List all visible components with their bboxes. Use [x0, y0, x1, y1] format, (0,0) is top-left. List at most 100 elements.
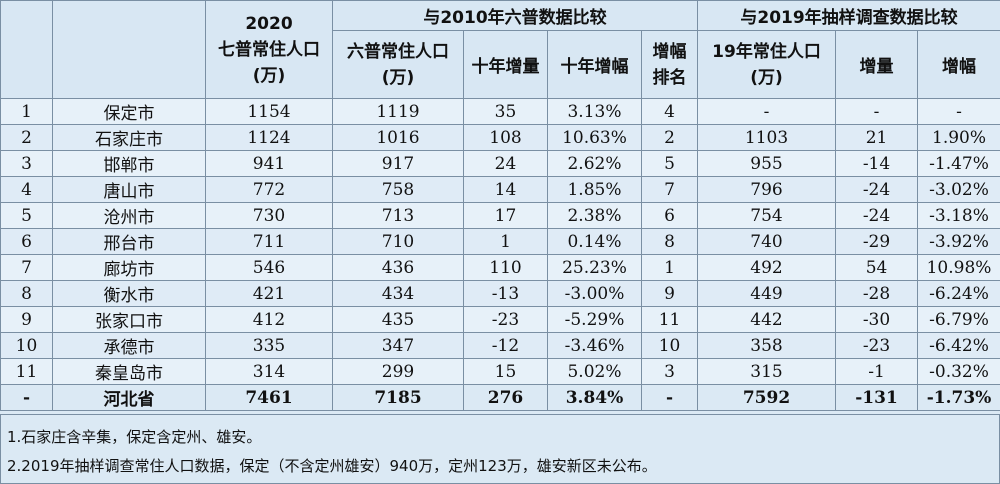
- row-increase-10y: 108: [464, 125, 548, 151]
- row-pop-2020: 1124: [206, 125, 333, 151]
- row-pop-2019: 449: [698, 281, 836, 307]
- footnotes: 1.石家庄含辛集，保定含定州、雄安。 2.2019年抽样调查常住人口数据，保定（…: [0, 414, 1000, 484]
- row-pop-2019: -: [698, 99, 836, 125]
- row-rank: 10: [642, 333, 698, 359]
- row-rate-10y: 3.13%: [548, 99, 642, 125]
- row-rank: 9: [642, 281, 698, 307]
- row-city: 张家口市: [53, 307, 206, 333]
- row-rate-2019: -3.92%: [918, 229, 1000, 255]
- row-pop-2019: 796: [698, 177, 836, 203]
- row-rank: 3: [642, 359, 698, 385]
- header-group-2019: 与2019年抽样调查数据比较: [698, 1, 1000, 31]
- row-city: 沧州市: [53, 203, 206, 229]
- row-index: 9: [1, 307, 53, 333]
- header-2019-pop-label: 19年常住人口: [698, 39, 835, 65]
- total-row: - 河北省 7461 7185 276 3.84% - 7592 -131 -1…: [1, 385, 1000, 411]
- row-rate-2019: -6.42%: [918, 333, 1000, 359]
- row-index: 5: [1, 203, 53, 229]
- row-index: 8: [1, 281, 53, 307]
- header-ten-year-increase: 十年增量: [464, 31, 548, 99]
- total-pop-2020: 7461: [206, 385, 333, 411]
- header-2019-pop-unit: (万): [698, 65, 835, 91]
- header-2020-year: 2020: [206, 11, 332, 37]
- row-rate-10y: 5.02%: [548, 359, 642, 385]
- row-rate-10y: -5.29%: [548, 307, 642, 333]
- header-rank-line2: 排名: [642, 65, 697, 91]
- row-pop-2019: 358: [698, 333, 836, 359]
- header-blank-city: [53, 1, 206, 99]
- row-rank: 11: [642, 307, 698, 333]
- row-pop-2010: 713: [333, 203, 464, 229]
- row-rank: 1: [642, 255, 698, 281]
- row-increase-2019: -28: [836, 281, 918, 307]
- row-pop-2020: 546: [206, 255, 333, 281]
- row-pop-2020: 730: [206, 203, 333, 229]
- header-group-2010: 与2010年六普数据比较: [333, 1, 698, 31]
- row-rate-10y: -3.00%: [548, 281, 642, 307]
- total-pop-2010: 7185: [333, 385, 464, 411]
- header-2010-pop-unit: (万): [333, 65, 463, 91]
- row-rate-10y: 10.63%: [548, 125, 642, 151]
- row-increase-2019: -24: [836, 203, 918, 229]
- header-2020-census: 2020 七普常住人口 (万): [206, 1, 333, 99]
- row-pop-2019: 1103: [698, 125, 836, 151]
- total-province: 河北省: [53, 385, 206, 411]
- row-increase-2019: -: [836, 99, 918, 125]
- row-pop-2020: 412: [206, 307, 333, 333]
- header-2019-population: 19年常住人口 (万): [698, 31, 836, 99]
- row-increase-2019: -23: [836, 333, 918, 359]
- row-rank: 6: [642, 203, 698, 229]
- row-pop-2019: 442: [698, 307, 836, 333]
- row-increase-10y: 24: [464, 151, 548, 177]
- row-increase-10y: 15: [464, 359, 548, 385]
- row-increase-2019: -14: [836, 151, 918, 177]
- row-pop-2010: 435: [333, 307, 464, 333]
- header-2010-population: 六普常住人口 (万): [333, 31, 464, 99]
- row-rate-2019: -: [918, 99, 1000, 125]
- row-rank: 8: [642, 229, 698, 255]
- row-index: 7: [1, 255, 53, 281]
- total-rate-10y: 3.84%: [548, 385, 642, 411]
- total-increase-2019: -131: [836, 385, 918, 411]
- row-pop-2020: 711: [206, 229, 333, 255]
- row-pop-2010: 1119: [333, 99, 464, 125]
- row-increase-10y: -23: [464, 307, 548, 333]
- row-pop-2010: 434: [333, 281, 464, 307]
- row-rate-10y: 1.85%: [548, 177, 642, 203]
- row-index: 2: [1, 125, 53, 151]
- row-pop-2019: 492: [698, 255, 836, 281]
- row-rank: 7: [642, 177, 698, 203]
- header-blank-index: [1, 1, 53, 99]
- row-increase-2019: -24: [836, 177, 918, 203]
- row-pop-2010: 299: [333, 359, 464, 385]
- header-2019-rate: 增幅: [918, 31, 1000, 99]
- row-rate-2019: -6.79%: [918, 307, 1000, 333]
- footnote-1: 1.石家庄含辛集，保定含定州、雄安。: [7, 426, 261, 447]
- row-increase-10y: 110: [464, 255, 548, 281]
- row-city: 唐山市: [53, 177, 206, 203]
- row-rate-10y: 2.38%: [548, 203, 642, 229]
- header-ten-year-rate: 十年增幅: [548, 31, 642, 99]
- row-rate-10y: 2.62%: [548, 151, 642, 177]
- row-increase-10y: 35: [464, 99, 548, 125]
- table-total: - 河北省 7461 7185 276 3.84% - 7592 -131 -1…: [1, 385, 1000, 411]
- row-increase-10y: -12: [464, 333, 548, 359]
- row-pop-2010: 436: [333, 255, 464, 281]
- row-pop-2020: 335: [206, 333, 333, 359]
- row-increase-2019: -29: [836, 229, 918, 255]
- row-pop-2020: 772: [206, 177, 333, 203]
- row-pop-2020: 314: [206, 359, 333, 385]
- row-index: 11: [1, 359, 53, 385]
- row-pop-2019: 754: [698, 203, 836, 229]
- row-increase-10y: -13: [464, 281, 548, 307]
